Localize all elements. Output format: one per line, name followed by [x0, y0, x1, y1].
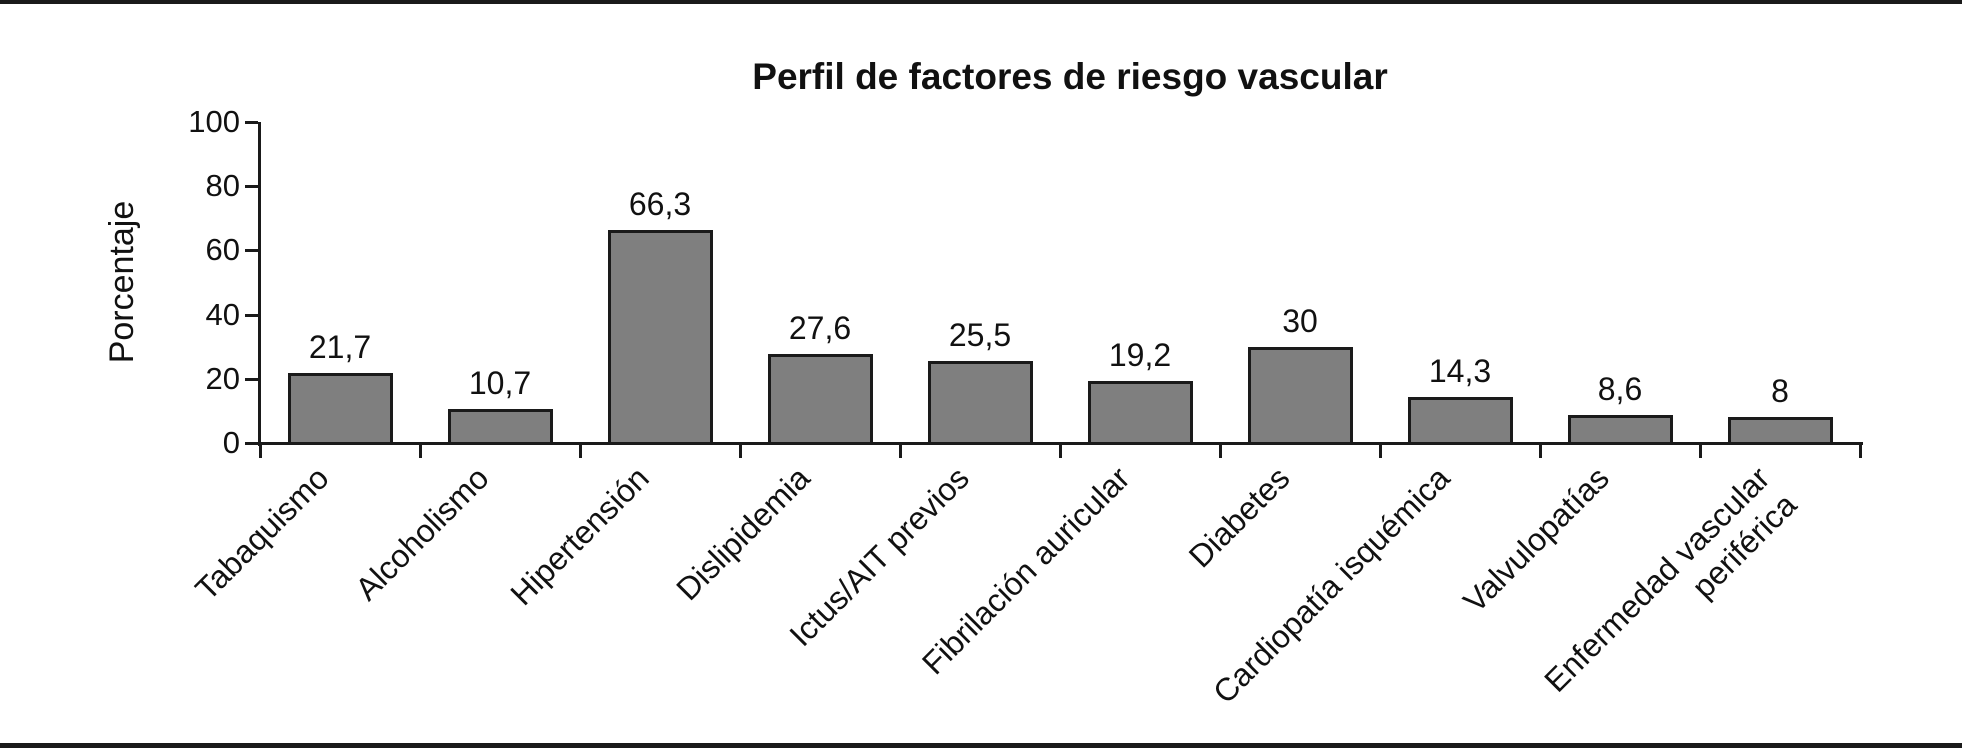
- bar-value-label: 66,3: [628, 186, 692, 223]
- bar-value-label: 25,5: [948, 317, 1012, 354]
- x-category-label: Dislipidemia: [668, 459, 817, 608]
- x-category-label: Tabaquismo: [188, 459, 337, 608]
- x-axis-tick: [1218, 443, 1222, 458]
- y-axis-tick: [245, 442, 258, 445]
- bar: [1407, 397, 1513, 445]
- y-axis-tick: [245, 377, 258, 381]
- y-tick-label: 0: [222, 425, 240, 460]
- y-tick-label: 40: [205, 296, 240, 332]
- x-axis-tick: [898, 443, 902, 458]
- y-tick-label: 60: [205, 232, 240, 268]
- y-axis-tick: [245, 249, 258, 253]
- y-axis-title: Porcentaje: [103, 200, 141, 364]
- bar: [1247, 346, 1353, 445]
- top-border-line: [0, 0, 1962, 4]
- bar: [447, 408, 553, 445]
- x-axis-tick: [258, 443, 262, 458]
- x-axis-tick: [1058, 443, 1062, 458]
- bar-value-label: 14,3: [1428, 353, 1492, 390]
- x-axis-tick: [738, 443, 742, 458]
- x-axis-tick: [578, 443, 582, 458]
- bar-value-label: 19,2: [1108, 337, 1172, 374]
- x-category-label: Hipertensión: [503, 459, 657, 613]
- bottom-border-line: [0, 743, 1962, 748]
- bar-value-label: 8: [1771, 373, 1789, 410]
- y-axis-tick: [245, 121, 258, 124]
- y-tick-label: 100: [188, 104, 240, 139]
- x-category-label: Diabetes: [1181, 459, 1297, 575]
- bar: [767, 354, 873, 445]
- y-tick-label: 20: [205, 360, 240, 396]
- bar: [1727, 417, 1833, 445]
- x-category-label: Valvulopatías: [1456, 459, 1617, 620]
- x-axis-tick: [1378, 443, 1382, 458]
- x-axis-tick: [1538, 443, 1542, 458]
- x-axis-tick: [1858, 443, 1862, 458]
- y-tick-label: 80: [205, 168, 240, 204]
- y-axis-tick: [245, 313, 258, 317]
- bar-value-label: 30: [1282, 302, 1318, 339]
- bar-value-label: 8,6: [1597, 371, 1643, 408]
- bar: [1087, 381, 1193, 445]
- x-category-label: Alcoholismo: [348, 459, 497, 608]
- bar: [1567, 415, 1673, 445]
- bar: [927, 361, 1033, 445]
- y-axis-line: [258, 122, 261, 446]
- bar: [607, 230, 713, 445]
- x-axis-tick: [418, 443, 422, 458]
- chart-title: Perfil de factores de riesgo vascular: [752, 56, 1388, 97]
- bar-value-label: 21,7: [308, 329, 372, 366]
- y-axis-tick: [245, 185, 258, 189]
- bar: [287, 373, 393, 445]
- x-axis-tick: [1698, 443, 1702, 458]
- bar-value-label: 27,6: [788, 310, 852, 347]
- bar-value-label: 10,7: [468, 364, 532, 401]
